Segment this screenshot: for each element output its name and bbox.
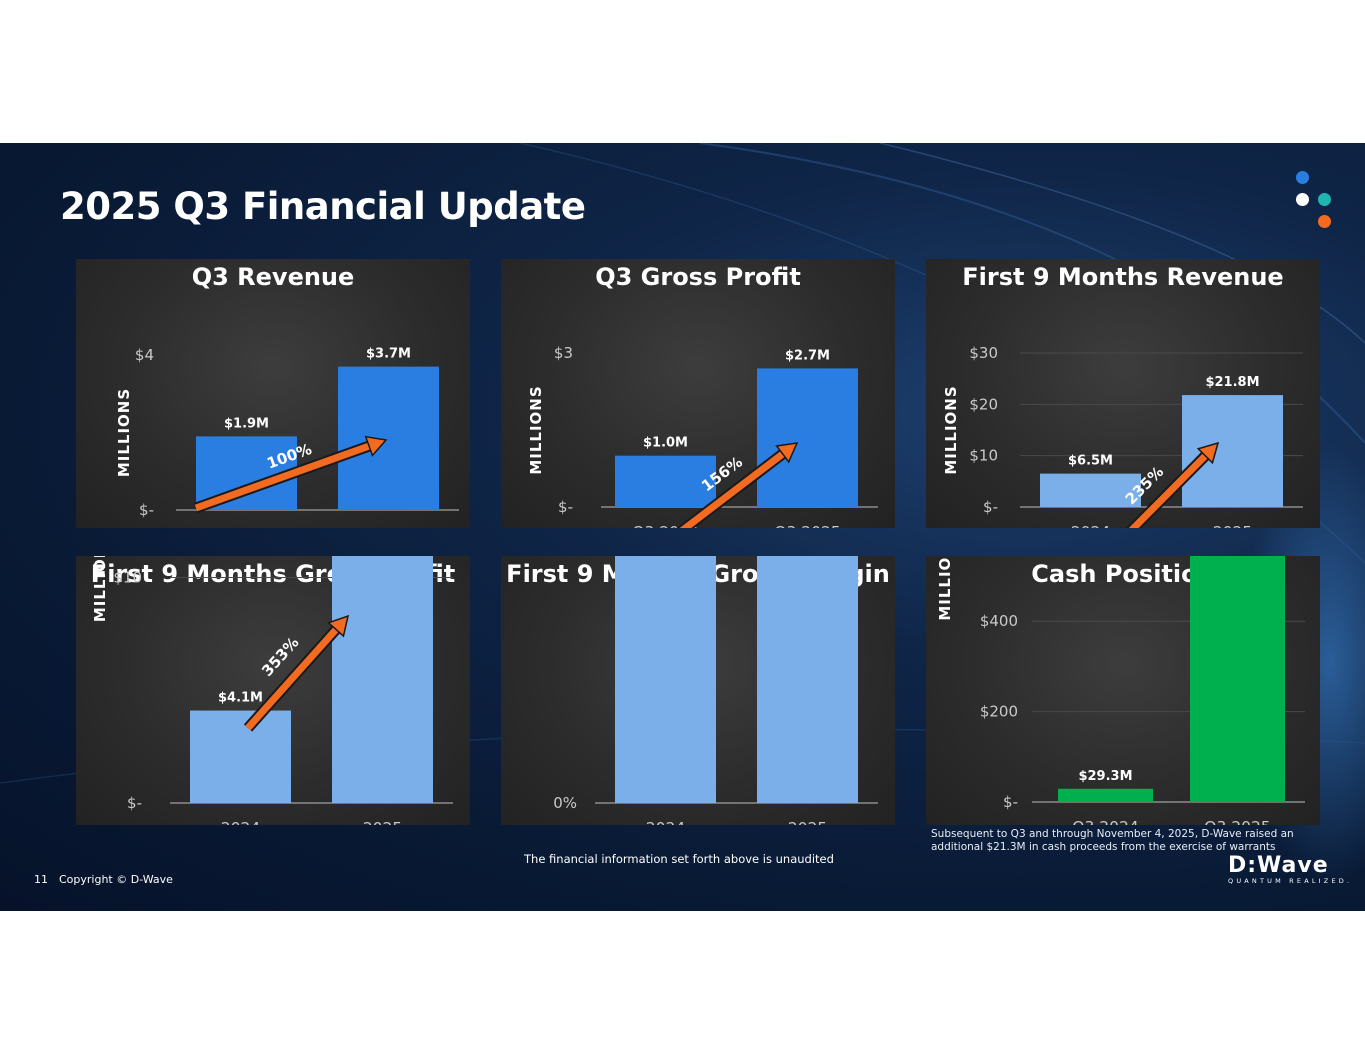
accent-dot bbox=[1296, 171, 1309, 184]
data-label: $3.7M bbox=[366, 347, 411, 362]
data-label: $21.8M bbox=[1205, 375, 1259, 390]
x-tick-label: 2024 bbox=[646, 819, 685, 825]
growth-arrow-head bbox=[1196, 441, 1220, 465]
accent-dot bbox=[1296, 193, 1309, 206]
growth-arrow-head bbox=[327, 614, 350, 638]
y-tick-label: $- bbox=[1003, 793, 1018, 811]
y-tick-label: $400 bbox=[980, 612, 1018, 630]
data-label: $1.0M bbox=[643, 436, 688, 451]
y-tick-label: $30 bbox=[969, 344, 998, 362]
x-tick-label: Q3 2025 bbox=[774, 523, 840, 528]
bar bbox=[1182, 395, 1283, 507]
logo-wordmark: D:Wave bbox=[1228, 853, 1329, 878]
y-axis-label: MILLIONS bbox=[942, 385, 960, 474]
y-tick-label: $4 bbox=[135, 346, 154, 364]
chart-svg: 0%100%62.7%202484.8%202522% bbox=[553, 556, 878, 825]
bar bbox=[615, 455, 716, 507]
chart-panel-cash-position: Cash Position $-$200$400$600$800$1,000MI… bbox=[926, 556, 1320, 825]
chart-title: Q3 Revenue bbox=[191, 263, 355, 291]
growth-arrow-shaft bbox=[194, 442, 371, 512]
data-label: $29.3M bbox=[1078, 769, 1132, 784]
growth-arrow-head bbox=[364, 435, 388, 457]
y-tick-label: $- bbox=[139, 501, 154, 519]
y-tick-label: $- bbox=[983, 498, 998, 516]
x-tick-label: Q3 2024 bbox=[1072, 818, 1138, 825]
bar bbox=[757, 368, 858, 507]
chart-svg: $-$10$20$30MILLIONS$6.5M2024$21.8M202523… bbox=[942, 344, 1303, 528]
page-title: 2025 Q3 Financial Update bbox=[60, 185, 586, 228]
x-tick-label: Q3 2024 bbox=[632, 523, 698, 528]
accent-dot bbox=[1318, 193, 1331, 206]
x-tick-label: Q3 2025 bbox=[355, 526, 421, 528]
cash-footnote: Subsequent to Q3 and through November 4,… bbox=[931, 828, 1294, 853]
data-label: $1.9M bbox=[224, 416, 269, 431]
chart-panel-9m-gross-profit: First 9 Months Gross Profit $-$10$20MILL… bbox=[76, 556, 470, 825]
chart-title: First 9 Months Revenue bbox=[962, 263, 1284, 291]
growth-arrow-shaft bbox=[245, 627, 339, 731]
data-label: $6.5M bbox=[1068, 454, 1113, 469]
y-axis-label: MILLIONS bbox=[936, 556, 954, 621]
data-label: $2.7M bbox=[785, 348, 830, 363]
bar bbox=[615, 556, 716, 803]
chart-panel-q3-revenue: Q3 Revenue $- $4 MILLIONS $1.9M Q3 2024 $3.7M… bbox=[76, 259, 470, 528]
bar bbox=[338, 366, 439, 510]
chart-title: Q3 Gross Profit bbox=[595, 263, 801, 291]
data-label: $4.1M bbox=[218, 691, 263, 706]
y-tick-label: $3 bbox=[554, 344, 573, 362]
dwave-logo: D:Wave QUANTUM REALIZED. bbox=[1226, 853, 1349, 889]
x-tick-label: Q3 2025 bbox=[1204, 818, 1270, 825]
copyright: Copyright © D-Wave bbox=[59, 873, 173, 886]
logo-tagline: QUANTUM REALIZED. bbox=[1228, 877, 1353, 885]
x-tick-label: 2025 bbox=[363, 819, 402, 825]
bar bbox=[1058, 788, 1153, 802]
bar bbox=[757, 556, 858, 803]
accent-dot bbox=[1318, 215, 1331, 228]
x-tick-label: Q3 2024 bbox=[213, 526, 279, 528]
x-tick-label: 2025 bbox=[788, 819, 827, 825]
page-number: 11 bbox=[34, 873, 48, 886]
x-tick-label: 2024 bbox=[1071, 523, 1110, 528]
brand-dots bbox=[1294, 171, 1334, 231]
chart-panel-q3-gross-profit: Q3 Gross Profit $- $3 MILLIONS $1.0M Q3 2024… bbox=[501, 259, 895, 528]
y-tick-label: $20 bbox=[969, 395, 998, 413]
chart-svg: $-$10$20MILLIONS$4.1M2024$18.5M2025353% bbox=[91, 556, 453, 825]
chart-svg: $-$200$400$600$800$1,000MILLIONS$29.3MQ3… bbox=[936, 556, 1305, 825]
growth-arrow-shaft bbox=[1128, 453, 1208, 528]
y-tick-label: $- bbox=[127, 794, 142, 812]
y-tick-label: 0% bbox=[553, 794, 577, 812]
unaudited-note: The financial information set forth abov… bbox=[524, 852, 834, 866]
slide: 2025 Q3 Financial Update Q3 Revenue $- $4… bbox=[0, 143, 1365, 911]
y-tick-label: $10 bbox=[113, 569, 142, 587]
chart-title: Cash Position bbox=[1031, 560, 1215, 588]
bar bbox=[190, 710, 291, 803]
x-tick-label: 2025 bbox=[1213, 523, 1252, 528]
bar bbox=[1040, 473, 1141, 507]
bar bbox=[332, 556, 433, 803]
chart-panel-9m-revenue: First 9 Months Revenue $- $10 $20 $30 MILLIO… bbox=[926, 259, 1320, 528]
chart-panel-9m-gross-margin: First 9 Months Gross Margin 0%100%62.7%2… bbox=[501, 556, 895, 825]
y-tick-label: $10 bbox=[969, 447, 998, 465]
bar bbox=[1190, 556, 1285, 802]
growth-arrow-shaft bbox=[679, 451, 785, 528]
y-tick-label: $- bbox=[558, 498, 573, 516]
growth-arrow-head bbox=[775, 442, 799, 464]
x-tick-label: 2024 bbox=[221, 819, 260, 825]
y-axis-label: MILLIONS bbox=[527, 385, 545, 474]
y-tick-label: $200 bbox=[980, 703, 1018, 721]
y-axis-label: MILLIONS bbox=[115, 388, 133, 477]
y-axis-label: MILLIONS bbox=[91, 556, 109, 622]
